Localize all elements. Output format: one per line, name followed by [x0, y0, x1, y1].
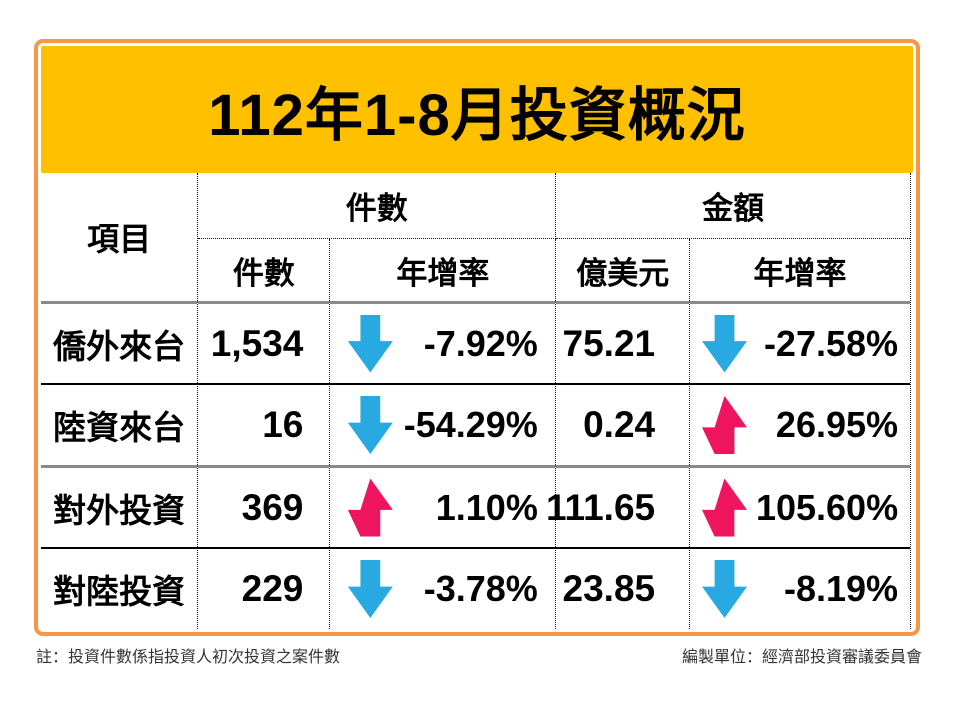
row-count-yoy-cell: -54.29%: [330, 383, 557, 465]
row-item-label: 僑外來台: [41, 301, 199, 383]
trend-arrow-icon: [702, 560, 748, 618]
amount-yoy-value: -27.58%: [763, 322, 899, 364]
row-count-yoy-cell: -3.78%: [330, 547, 557, 629]
amount-yoy-value: 105.60%: [755, 486, 899, 528]
row-count-value: 16: [198, 383, 331, 465]
amount-yoy-value: 26.95%: [775, 404, 899, 445]
row-item-label: 對外投資: [41, 465, 199, 547]
slide-frame: 112年1-8月投資概況 項目 件數 金額 件數 年增率 億美元 年增率 僑外來…: [34, 39, 920, 636]
subheader-count-yoy: 年增率: [330, 239, 557, 301]
subheader-amount-unit: 億美元: [556, 239, 691, 301]
group-header-amount: 金額: [556, 173, 910, 239]
trend-arrow-icon: [702, 396, 748, 454]
row-amount-value: 111.65: [546, 465, 691, 547]
count-yoy-value: -3.78%: [423, 568, 538, 609]
source-credit: 編製單位：經濟部投資審議委員會: [681, 649, 922, 666]
header-item: 項目: [41, 173, 199, 301]
row-count-value: 229: [198, 547, 331, 629]
row-item-label: 陸資來台: [41, 383, 199, 465]
investment-table: 項目 件數 金額 件數 年增率 億美元 年增率 僑外來台 1,534 -7.92…: [41, 173, 911, 629]
count-yoy-value: 1.10%: [435, 486, 538, 528]
row-amount-yoy-cell: -27.58%: [690, 301, 910, 383]
footer: 註：投資件數係指投資人初次投資之案件數 編製單位：經濟部投資審議委員會: [36, 643, 922, 667]
row-item-label: 對陸投資: [41, 547, 199, 629]
row-count-value: 1,534: [198, 301, 331, 383]
row-amount-value: 23.85: [556, 547, 691, 629]
row-count-value: 369: [198, 465, 331, 547]
trend-arrow-icon: [347, 560, 393, 618]
count-yoy-value: -54.29%: [403, 404, 538, 445]
row-count-yoy-cell: -7.92%: [330, 301, 557, 383]
title-banner: 112年1-8月投資概況: [41, 46, 913, 173]
trend-arrow-icon: [347, 396, 393, 454]
row-amount-yoy-cell: 26.95%: [690, 383, 910, 465]
row-amount-yoy-cell: -8.19%: [690, 547, 910, 629]
row-amount-value: 0.24: [556, 383, 691, 465]
subheader-count: 件數: [198, 239, 331, 301]
trend-arrow-icon: [347, 478, 393, 537]
trend-arrow-icon: [702, 314, 748, 373]
subheader-amount-yoy: 年增率: [753, 255, 847, 291]
trend-arrow-icon: [347, 314, 393, 373]
amount-yoy-value: -8.19%: [783, 568, 899, 609]
row-count-yoy-cell: 1.10%: [330, 465, 557, 547]
count-yoy-value: -7.92%: [423, 322, 538, 364]
trend-arrow-icon: [701, 478, 747, 537]
row-amount-value: 75.21: [556, 301, 691, 383]
footnote: 註：投資件數係指投資人初次投資之案件數: [36, 649, 341, 666]
group-header-count: 件數: [198, 173, 557, 239]
row-amount-yoy-cell: 105.60%: [690, 465, 910, 547]
page-title: 112年1-8月投資概況: [208, 82, 746, 148]
